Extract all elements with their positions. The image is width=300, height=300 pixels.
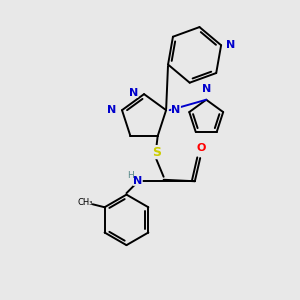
Text: N: N	[172, 104, 181, 115]
Text: H: H	[127, 171, 134, 180]
Text: N: N	[202, 84, 211, 94]
Text: CH₃: CH₃	[77, 198, 93, 207]
Text: N: N	[129, 88, 138, 98]
Text: S: S	[152, 146, 161, 159]
Text: N: N	[133, 176, 142, 186]
Text: N: N	[226, 40, 235, 50]
Text: O: O	[197, 143, 206, 153]
Text: N: N	[107, 105, 116, 115]
